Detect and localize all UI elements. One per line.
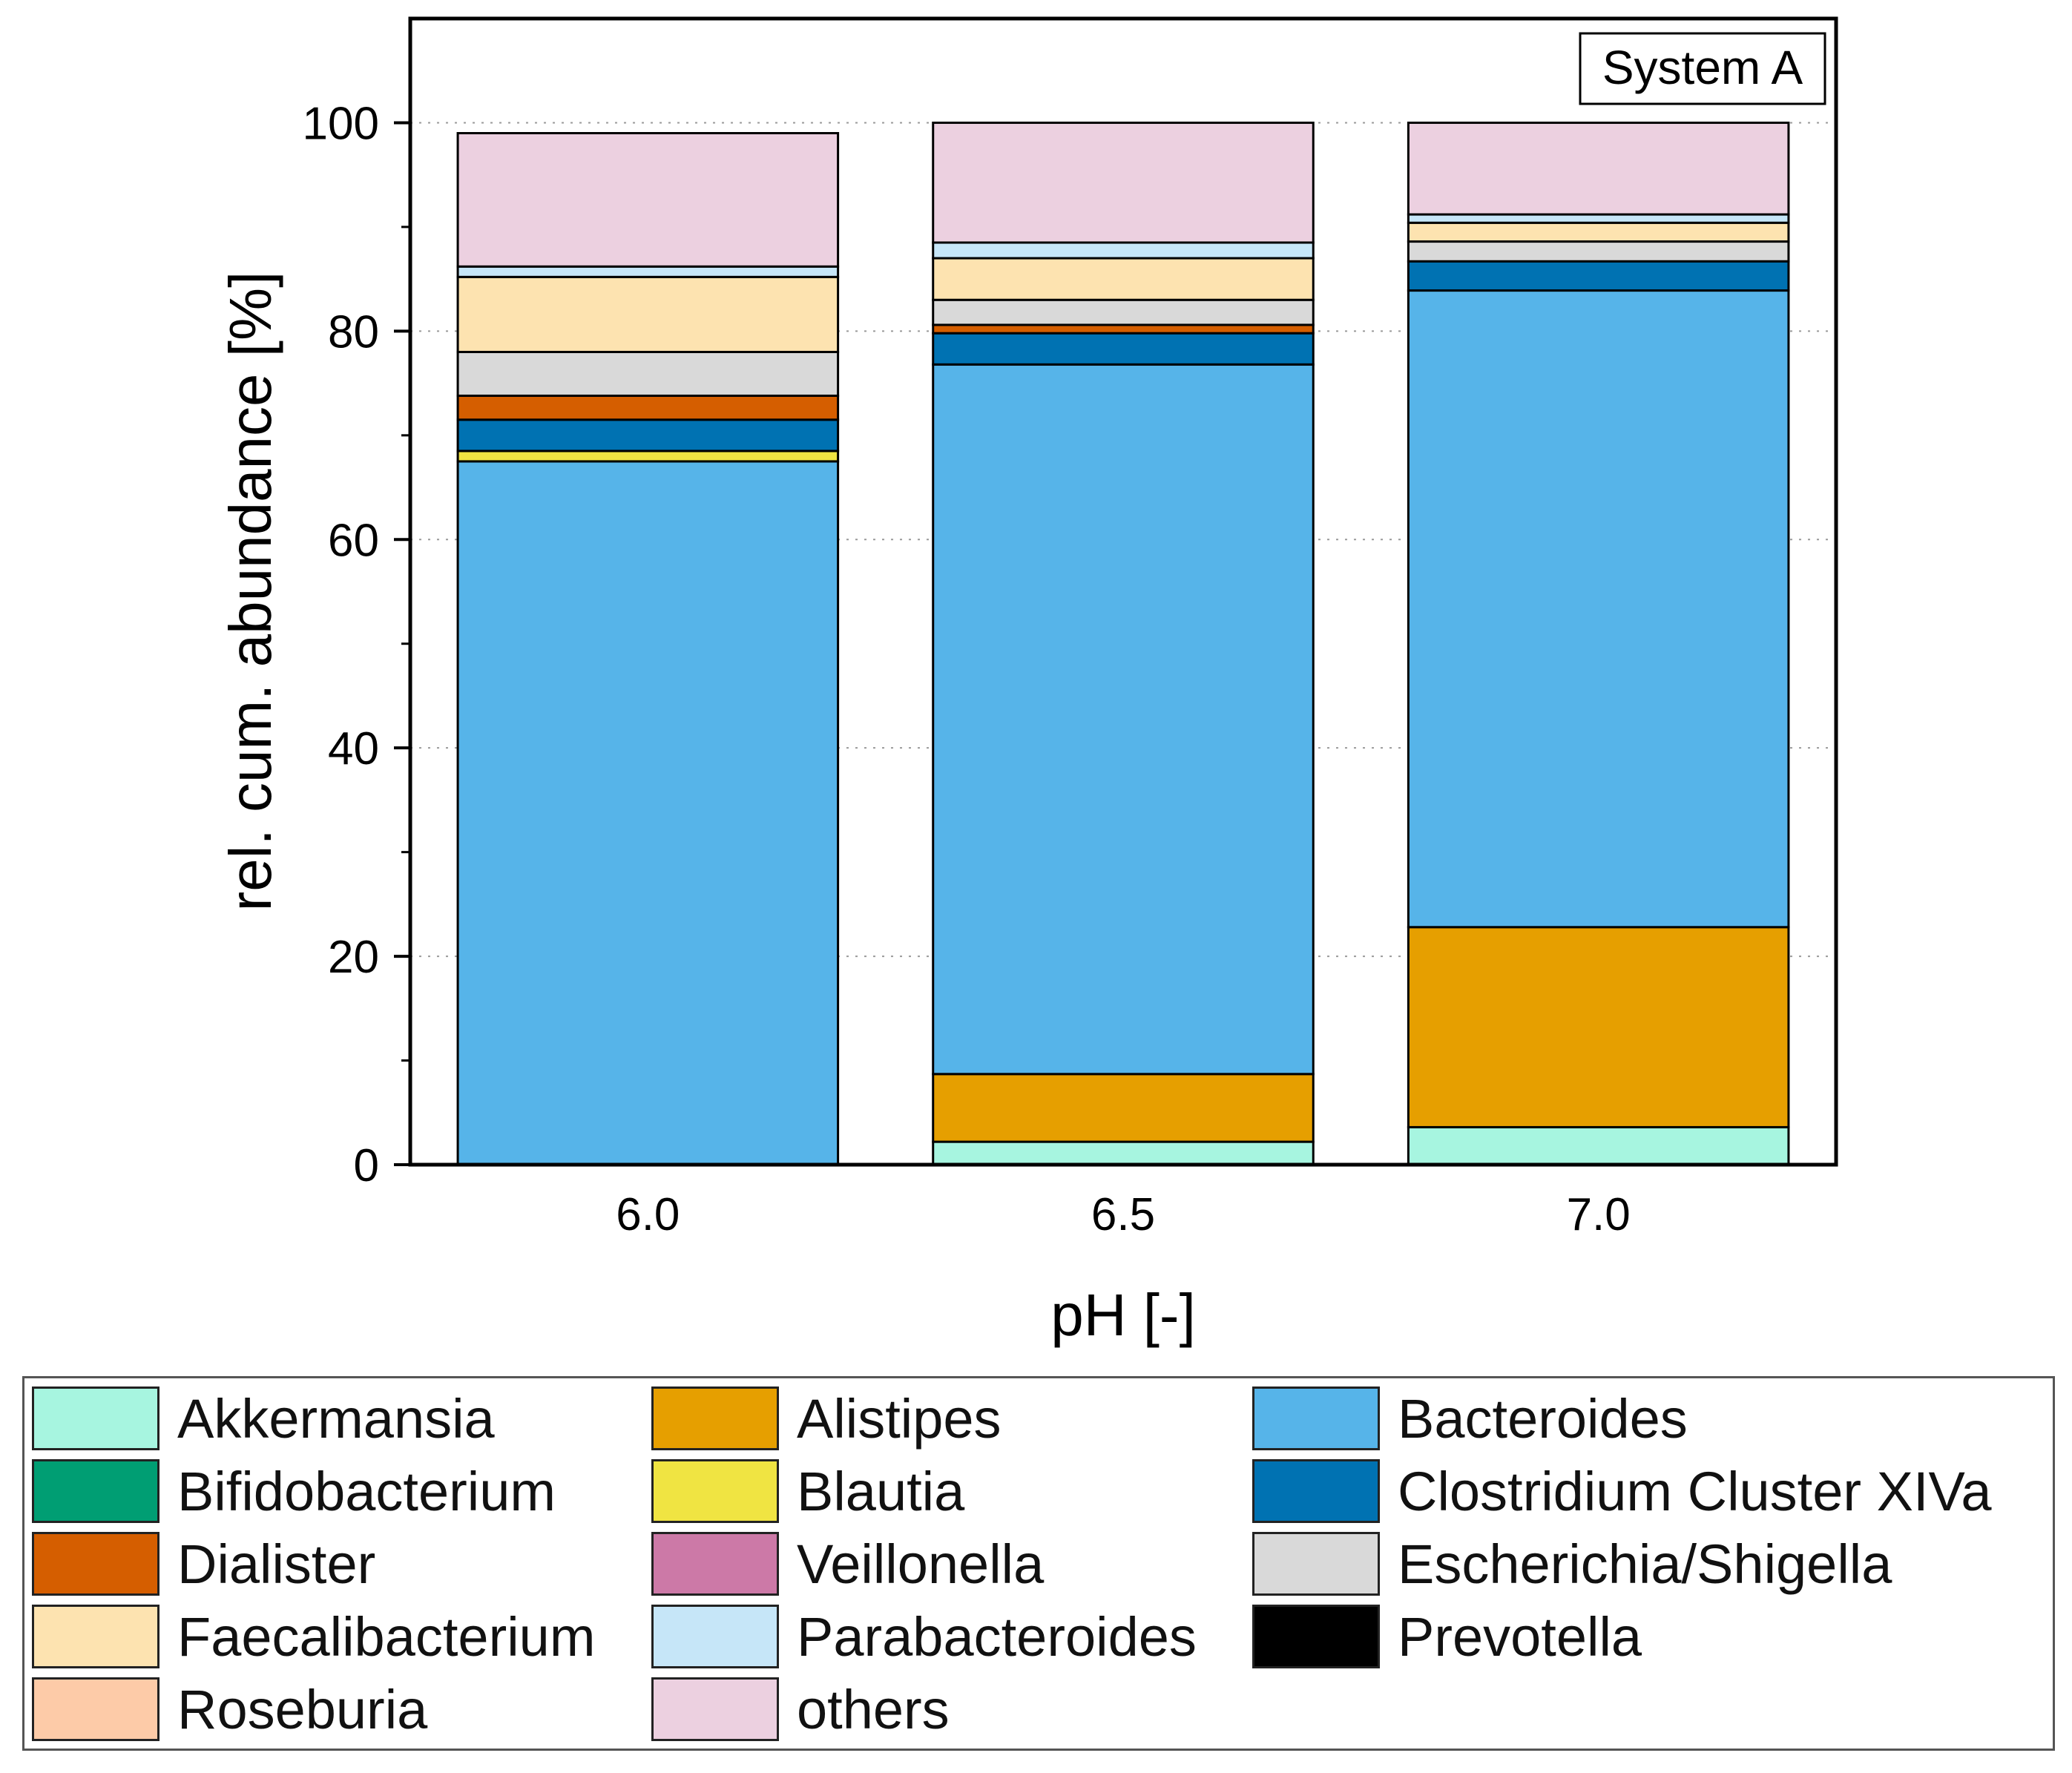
legend-label: Dialister (177, 1533, 376, 1595)
bar-segment (456, 418, 840, 453)
legend-swatch (1252, 1459, 1380, 1523)
legend-item: Prevotella (1252, 1604, 1642, 1669)
legend-swatch (32, 1605, 159, 1668)
legend-label: Bifidobacterium (177, 1460, 556, 1522)
legend-item: Blautia (651, 1458, 964, 1524)
legend-label: Akkermansia (177, 1387, 495, 1450)
legend-label: Escherichia/Shigella (1398, 1533, 1892, 1595)
bar-segment (456, 394, 840, 421)
x-tick-label: 7.0 (1567, 1189, 1631, 1240)
bar-segment (932, 241, 1315, 260)
bar-segment (456, 265, 840, 278)
plot-frame (408, 16, 1838, 1167)
legend-swatch (651, 1605, 779, 1668)
legend-swatch (1252, 1387, 1380, 1450)
bar-segment (456, 132, 840, 268)
y-tick-label: 0 (354, 1140, 379, 1191)
bar-segment (456, 275, 840, 353)
legend-swatch (1252, 1605, 1380, 1668)
bar-segment (456, 350, 840, 397)
bar-segment (932, 298, 1315, 326)
legend-label: Roseburia (177, 1678, 428, 1740)
legend-swatch (651, 1387, 779, 1450)
bar-segment (1407, 240, 1790, 263)
legend-swatch (651, 1459, 779, 1523)
y-tick-label: 60 (328, 515, 379, 566)
bar-segment (932, 1073, 1315, 1143)
bar-segment (1407, 1125, 1790, 1166)
bar-segment (932, 257, 1315, 301)
y-tick-label: 40 (328, 723, 379, 774)
legend-label: Bacteroides (1398, 1387, 1688, 1450)
bars (456, 121, 1790, 1166)
x-axis-title: pH [-] (1050, 1282, 1196, 1348)
legend-item: Parabacteroides (651, 1604, 1197, 1669)
legend-item: others (651, 1677, 950, 1742)
y-axis-title: rel. cum. abundance [%] (217, 272, 283, 912)
bar-segment (1407, 213, 1790, 224)
legend-item: Veillonella (651, 1531, 1044, 1596)
bar-segment (932, 332, 1315, 366)
legend-label: others (797, 1678, 950, 1740)
legend-label: Alistipes (797, 1387, 1002, 1450)
system-annotation-box: System A (1579, 32, 1826, 105)
legend-label: Blautia (797, 1460, 965, 1522)
bar-segment (456, 450, 840, 463)
bar-segment (1407, 260, 1790, 292)
legend-item: Escherichia/Shigella (1252, 1531, 1892, 1596)
legend: Akkermansia Alistipes Bacteroides Bifidobac… (22, 1376, 2055, 1751)
legend-item: Bifidobacterium (32, 1458, 556, 1524)
legend-label: Clostridium Cluster XIVa (1398, 1460, 1992, 1522)
stacked-bar-chart: 0 20 40 60 80 100 6.0 6.5 7.0 rel. cum. abundan… (217, 16, 1838, 1348)
bar-segment (932, 323, 1315, 335)
y-axis: 0 20 40 60 80 100 (303, 98, 410, 1191)
legend-swatch (32, 1677, 159, 1741)
x-tick-label: 6.0 (616, 1189, 680, 1240)
legend-label: Veillonella (797, 1533, 1045, 1595)
legend-swatch (651, 1677, 779, 1741)
legend-label: Parabacteroides (797, 1605, 1197, 1668)
y-tick-label: 100 (303, 98, 379, 149)
legend-item: Bacteroides (1252, 1386, 1688, 1451)
legend-item: Alistipes (651, 1386, 1002, 1451)
system-annotation-label: System A (1602, 41, 1803, 94)
legend-label: Prevotella (1398, 1605, 1642, 1668)
bar-segment (932, 363, 1315, 1076)
bar-segment (1407, 289, 1790, 929)
legend-item: Roseburia (32, 1677, 427, 1742)
legend-swatch (32, 1532, 159, 1596)
legend-swatch (651, 1532, 779, 1596)
legend-swatch (32, 1387, 159, 1450)
legend-item: Clostridium Cluster XIVa (1252, 1458, 1992, 1524)
legend-label: Faecalibacterium (177, 1605, 596, 1668)
legend-item: Dialister (32, 1531, 375, 1596)
y-tick-label: 80 (328, 306, 379, 358)
y-tick-label: 20 (328, 932, 379, 983)
bar-segment (1407, 221, 1790, 243)
legend-swatch (32, 1459, 159, 1523)
legend-item: Akkermansia (32, 1386, 495, 1451)
bar-segment (932, 1140, 1315, 1166)
x-axis: 6.0 6.5 7.0 (616, 1189, 1631, 1240)
bar-segment (1407, 926, 1790, 1128)
x-tick-label: 6.5 (1091, 1189, 1155, 1240)
legend-swatch (1252, 1532, 1380, 1596)
legend-item: Faecalibacterium (32, 1604, 595, 1669)
bar-segment (932, 121, 1315, 244)
bar-segment (456, 460, 840, 1166)
bar-segment (1407, 121, 1790, 216)
